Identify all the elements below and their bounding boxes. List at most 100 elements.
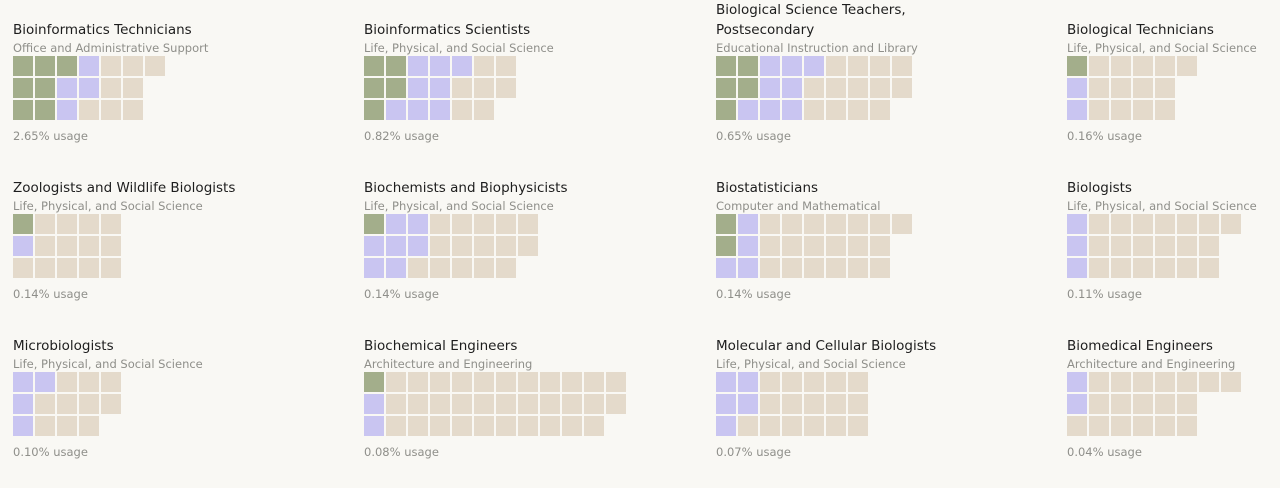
waffle-cell-category-3 (57, 394, 77, 414)
waffle-cell-category-1 (13, 78, 33, 98)
waffle-cell-category-3 (57, 214, 77, 234)
waffle-cell-category-3 (892, 214, 912, 234)
waffle-cell-category-3 (79, 214, 99, 234)
occupation-title: Biochemists and Biophysicists (364, 180, 568, 196)
occupation-category: Life, Physical, and Social Science (1067, 199, 1257, 213)
waffle-cell-category-1 (1067, 56, 1087, 76)
waffle-cell-category-1 (738, 56, 758, 76)
waffle-cell-category-1 (738, 78, 758, 98)
waffle-cell-category-2 (57, 100, 77, 120)
waffle-cell-category-1 (716, 56, 736, 76)
occupation-category: Life, Physical, and Social Science (13, 199, 203, 213)
waffle-cell-category-2 (716, 394, 736, 414)
waffle-cell-category-3 (1177, 258, 1197, 278)
waffle-cell-category-2 (1067, 372, 1087, 392)
waffle-cell-category-2 (804, 56, 824, 76)
waffle-cell-category-3 (408, 258, 428, 278)
waffle-cell-category-3 (145, 56, 165, 76)
waffle-cell-category-3 (1199, 258, 1219, 278)
waffle-cell-category-3 (518, 236, 538, 256)
waffle-cell-category-3 (892, 56, 912, 76)
waffle-cell-category-1 (364, 372, 384, 392)
waffle-cell-category-3 (540, 394, 560, 414)
waffle-cell-category-2 (738, 394, 758, 414)
waffle-cell-category-3 (870, 56, 890, 76)
waffle-cell-category-3 (760, 416, 780, 436)
waffle-cell-category-3 (57, 372, 77, 392)
waffle-cell-category-3 (1133, 100, 1153, 120)
waffle-cell-category-3 (804, 100, 824, 120)
waffle-cell-category-3 (1089, 214, 1109, 234)
waffle-cell-category-1 (364, 78, 384, 98)
waffle-cell-category-3 (1111, 214, 1131, 234)
waffle-cell-category-3 (496, 236, 516, 256)
waffle-cell-category-2 (760, 100, 780, 120)
waffle-cell-category-2 (1067, 214, 1087, 234)
waffle-cell-category-2 (760, 56, 780, 76)
occupation-title: Biologists (1067, 180, 1132, 196)
waffle-cell-category-3 (518, 372, 538, 392)
waffle-cell-category-3 (101, 78, 121, 98)
waffle-cell-category-3 (1111, 78, 1131, 98)
waffle-cell-category-2 (408, 214, 428, 234)
waffle-cell-category-3 (1133, 416, 1153, 436)
usage-label: 0.10% usage (13, 445, 88, 459)
waffle-cell-category-3 (848, 100, 868, 120)
waffle-cell-category-3 (1199, 236, 1219, 256)
waffle-cell-category-3 (408, 416, 428, 436)
waffle-cell-category-3 (782, 214, 802, 234)
occupation-category: Life, Physical, and Social Science (364, 41, 554, 55)
waffle-cell-category-3 (496, 78, 516, 98)
waffle-cell-category-3 (760, 394, 780, 414)
waffle-cell-category-3 (1199, 372, 1219, 392)
waffle-cell-category-2 (738, 258, 758, 278)
occupation-card: Zoologists and Wildlife Biologists Life,… (13, 158, 313, 308)
usage-label: 0.04% usage (1067, 445, 1142, 459)
waffle-cell-category-3 (540, 416, 560, 436)
occupation-title: Biochemical Engineers (364, 338, 518, 354)
waffle-cell-category-3 (101, 258, 121, 278)
waffle-cell-category-3 (1155, 416, 1175, 436)
waffle-cell-category-3 (584, 416, 604, 436)
occupation-title: Molecular and Cellular Biologists (716, 338, 937, 354)
occupation-category: Educational Instruction and Library (716, 41, 918, 55)
waffle-cell-category-3 (79, 372, 99, 392)
card-header: Biostatisticians Computer and Mathematic… (716, 178, 1016, 214)
waffle-cell-category-2 (738, 236, 758, 256)
occupation-card: Biological Science Teachers, Postseconda… (716, 0, 1016, 150)
waffle-cell-category-3 (826, 56, 846, 76)
waffle-cell-category-3 (430, 258, 450, 278)
waffle-cell-category-2 (35, 372, 55, 392)
occupation-title: Microbiologists (13, 338, 114, 354)
waffle-cell-category-2 (386, 236, 406, 256)
waffle-cell-category-1 (364, 214, 384, 234)
waffle-cell-category-3 (474, 78, 494, 98)
waffle-cell-category-3 (13, 258, 33, 278)
occupation-title: Bioinformatics Scientists (364, 22, 531, 38)
waffle-cell-category-3 (1133, 56, 1153, 76)
waffle-cell-category-2 (386, 214, 406, 234)
waffle-cell-category-2 (1067, 236, 1087, 256)
waffle-cell-category-3 (1133, 236, 1153, 256)
card-header: Biologists Life, Physical, and Social Sc… (1067, 178, 1280, 214)
waffle-cell-category-3 (826, 78, 846, 98)
waffle-cell-category-1 (35, 56, 55, 76)
waffle-cell-category-3 (101, 56, 121, 76)
waffle-cell-category-3 (1089, 56, 1109, 76)
waffle-cell-category-1 (13, 100, 33, 120)
waffle-cell-category-3 (1133, 78, 1153, 98)
waffle-cell-category-3 (1089, 416, 1109, 436)
waffle-cell-category-3 (452, 214, 472, 234)
waffle-cell-category-3 (408, 394, 428, 414)
waffle-cell-category-3 (1177, 394, 1197, 414)
occupation-category: Architecture and Engineering (364, 357, 533, 371)
usage-label: 0.07% usage (716, 445, 791, 459)
waffle-cell-category-3 (848, 78, 868, 98)
waffle-cell-category-3 (1177, 372, 1197, 392)
waffle-cell-category-3 (123, 78, 143, 98)
waffle-cell-category-1 (716, 236, 736, 256)
occupation-card: Microbiologists Life, Physical, and Soci… (13, 316, 313, 466)
waffle-cell-category-2 (430, 78, 450, 98)
waffle-cell-category-1 (364, 56, 384, 76)
waffle-cell-category-3 (782, 258, 802, 278)
